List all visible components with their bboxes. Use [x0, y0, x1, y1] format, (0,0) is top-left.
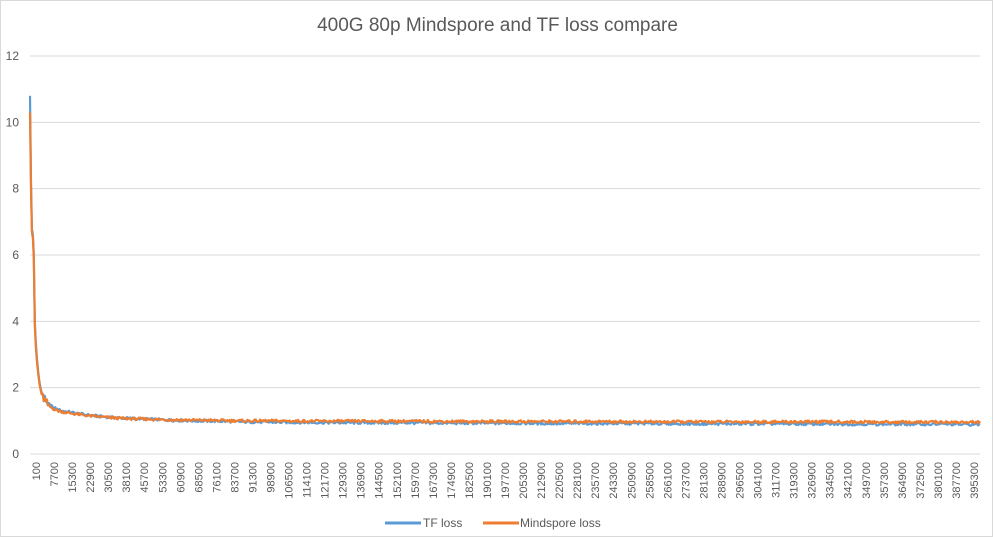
x-tick-label: 129300 [338, 462, 350, 499]
x-tick-label: 30500 [103, 462, 115, 493]
x-tick-label: 136900 [356, 462, 368, 499]
x-tick-label: 342100 [843, 462, 855, 499]
x-tick-label: 212900 [536, 462, 548, 499]
x-tick-label: 22900 [85, 462, 97, 493]
x-tick-label: 98900 [266, 462, 278, 493]
x-tick-label: 273700 [680, 462, 692, 499]
x-tick-label: 159700 [410, 462, 422, 499]
y-tick-label: 12 [6, 49, 20, 63]
x-tick-label: 281300 [698, 462, 710, 499]
x-tick-label: 243300 [608, 462, 620, 499]
x-tick-label: 7700 [49, 462, 61, 486]
x-tick-label: 83700 [229, 462, 241, 493]
x-tick-label: 190100 [482, 462, 494, 499]
grid-layer [30, 55, 980, 455]
y-tick-label: 4 [12, 314, 19, 328]
x-tick-label: 304100 [753, 462, 765, 499]
x-tick-label: 60900 [175, 462, 187, 493]
legend-label: Mindspore loss [520, 516, 601, 530]
x-tick-label: 357300 [879, 462, 891, 499]
y-tick-label: 6 [12, 248, 19, 262]
x-tick-label: 235700 [590, 462, 602, 499]
x-tick-label: 121700 [320, 462, 332, 499]
y-axis: 0 2 4 6 8 10 12 [6, 49, 20, 461]
x-tick-label: 144500 [374, 462, 386, 499]
x-tick-label: 174900 [446, 462, 458, 499]
x-tick-label: 380100 [933, 462, 945, 499]
x-tick-label: 205300 [518, 462, 530, 499]
x-tick-label: 319300 [789, 462, 801, 499]
x-tick-label: 197700 [500, 462, 512, 499]
x-tick-label: 15300 [67, 462, 79, 493]
x-tick-label: 250900 [626, 462, 638, 499]
x-tick-label: 68500 [193, 462, 205, 493]
x-tick-label: 38100 [121, 462, 133, 493]
x-tick-label: 372500 [915, 462, 927, 499]
x-tick-label: 395300 [969, 462, 981, 499]
series-line-tf-loss [28, 95, 981, 427]
x-tick-label: 296500 [735, 462, 747, 499]
x-tick-label: 326900 [807, 462, 819, 499]
x-tick-label: 228100 [572, 462, 584, 499]
x-tick-label: 45700 [139, 462, 151, 493]
x-tick-label: 152100 [392, 462, 404, 499]
x-tick-label: 114100 [302, 462, 314, 498]
legend: TF loss Mindspore loss [385, 516, 601, 530]
series-layer [28, 95, 981, 427]
x-tick-label: 76100 [211, 462, 223, 493]
x-tick-label: 349700 [861, 462, 873, 499]
y-tick-label: 10 [6, 115, 20, 129]
x-tick-label: 364900 [897, 462, 909, 499]
x-tick-label: 182500 [464, 462, 476, 499]
y-tick-label: 0 [12, 447, 19, 461]
x-tick-label: 288900 [716, 462, 728, 499]
x-axis: 100 7700 15300 22900 30500 38100 45700 53300 609… [31, 462, 981, 499]
x-tick-label: 334500 [825, 462, 837, 499]
legend-label: TF loss [423, 516, 462, 530]
x-tick-label: 258500 [644, 462, 656, 499]
x-tick-label: 100 [31, 462, 43, 480]
x-tick-label: 220500 [554, 462, 566, 499]
y-tick-label: 2 [12, 381, 19, 395]
series-line-mindspore-loss [28, 112, 981, 425]
x-tick-label: 311700 [771, 462, 783, 498]
x-tick-label: 266100 [662, 462, 674, 499]
x-tick-label: 91300 [247, 462, 259, 493]
x-tick-label: 387700 [951, 462, 963, 499]
x-tick-label: 53300 [157, 462, 169, 493]
y-tick-label: 8 [12, 182, 19, 196]
chart-title: 400G 80p Mindspore and TF loss compare [317, 15, 678, 36]
x-tick-label: 167300 [428, 462, 440, 499]
x-tick-label: 106500 [284, 462, 296, 499]
